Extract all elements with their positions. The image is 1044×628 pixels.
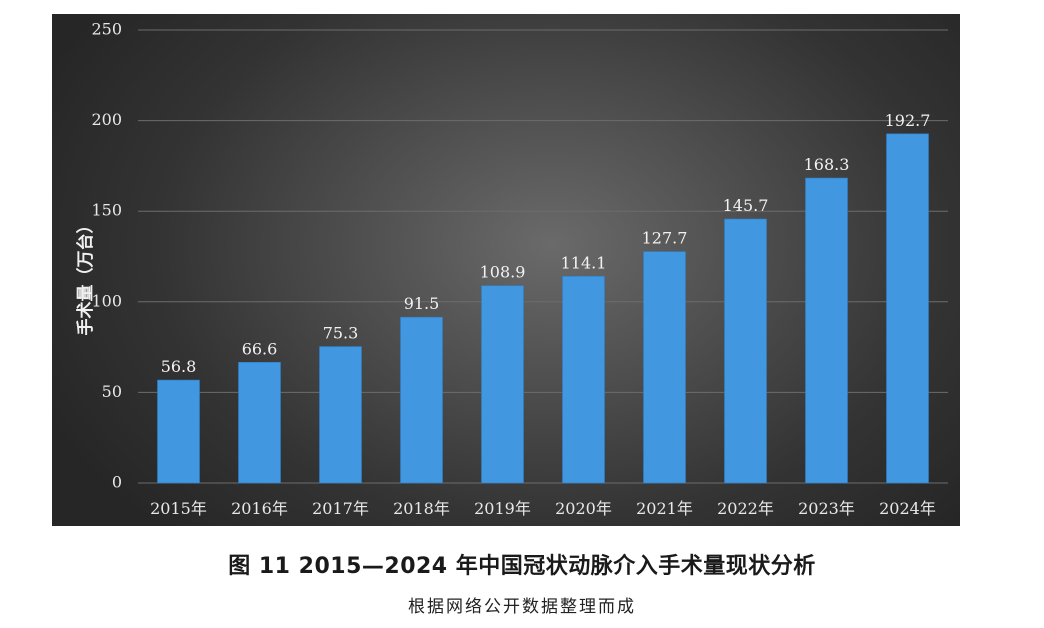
chart-panel: 56.8 66.6 75.3 91.5 108.9 114.1 127.7 145.7 168.… [52,14,960,526]
bar [400,316,443,484]
y-tick-label: 250 [91,20,122,39]
bar [724,218,767,484]
y-tick-label: 200 [91,110,122,129]
y-tick-label: 100 [91,291,122,310]
figure-caption: 图 11 2015—2024 年中国冠状动脉介入手术量现状分析 [228,554,816,579]
bar [886,133,929,484]
data-label: 114.1 [561,253,607,272]
bar [319,346,362,484]
data-label: 127.7 [642,229,688,248]
bar [562,275,605,484]
y-tick-label: 150 [91,201,122,220]
x-tick-label: 2018年 [393,499,450,518]
y-tick-label: 50 [102,382,122,401]
x-tick-label: 2022年 [717,499,774,518]
bar [238,362,281,484]
bars [157,133,929,484]
bar-chart: 56.8 66.6 75.3 91.5 108.9 114.1 127.7 145.7 168.… [75,20,948,518]
x-tick-label: 2017年 [312,499,369,518]
bar [805,177,848,484]
x-tick-label: 2023年 [798,499,855,518]
x-tick-label: 2024年 [879,499,936,518]
y-axis-ticks: 0 50 100 150 200 250 [91,20,122,492]
y-axis-title: 手术量（万台） [75,217,96,336]
x-tick-label: 2019年 [474,499,531,518]
data-label: 56.8 [161,357,197,376]
data-label: 75.3 [323,324,359,343]
x-tick-label: 2020年 [555,499,612,518]
data-label: 145.7 [723,196,769,215]
bar [643,251,686,484]
x-tick-label: 2016年 [231,499,288,518]
data-label: 192.7 [885,111,931,130]
source-note: 根据网络公开数据整理而成 [408,597,636,617]
y-tick-label: 0 [112,473,122,492]
data-label: 168.3 [804,155,850,174]
bar [157,379,200,484]
data-label: 91.5 [404,294,440,313]
data-label: 66.6 [242,339,278,358]
data-label: 108.9 [480,263,526,282]
bar [481,285,524,484]
x-tick-label: 2015年 [150,499,207,518]
data-labels: 56.8 66.6 75.3 91.5 108.9 114.1 127.7 145.7 168.… [161,111,931,376]
x-tick-label: 2021年 [636,499,693,518]
x-axis-ticks: 2015年 2016年 2017年 2018年 2019年 2020年 2021年 2022年… [150,499,936,518]
